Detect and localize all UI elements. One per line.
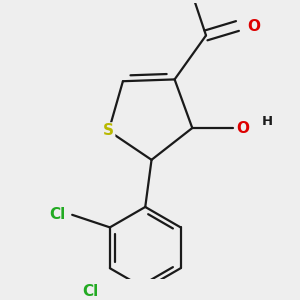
Text: Cl: Cl [82,284,98,299]
Text: H: H [261,115,272,128]
Text: O: O [247,19,260,34]
Text: O: O [236,121,249,136]
Text: S: S [103,123,114,138]
Text: Cl: Cl [50,207,66,222]
